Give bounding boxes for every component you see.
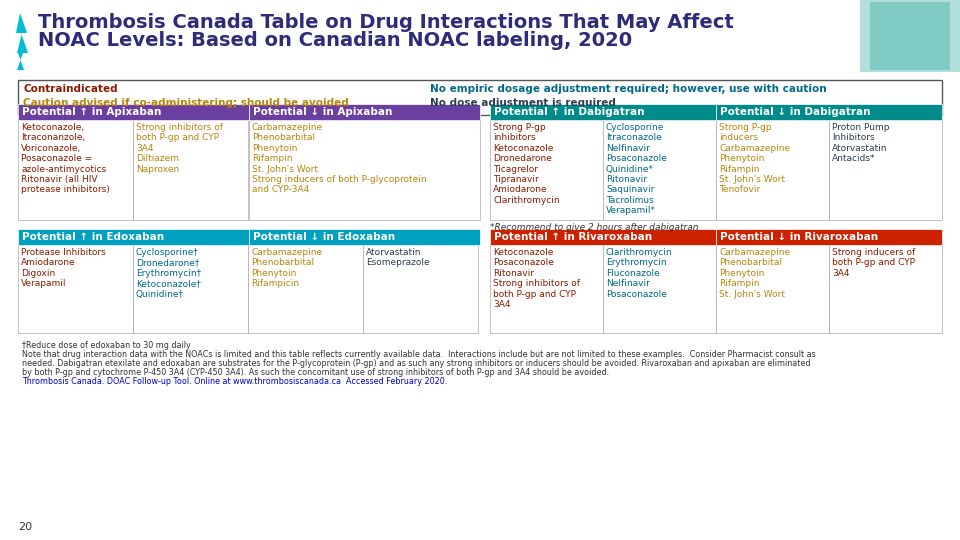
FancyBboxPatch shape <box>716 245 829 333</box>
Text: Thrombosis Canada. DOAC Follow-up Tool. Online at www.thrombosiscanada.ca  Acces: Thrombosis Canada. DOAC Follow-up Tool. … <box>22 377 447 386</box>
FancyBboxPatch shape <box>716 229 942 245</box>
Text: NOAC Levels: Based on Canadian NOAC labeling, 2020: NOAC Levels: Based on Canadian NOAC labe… <box>38 31 632 50</box>
Text: Contraindicated: Contraindicated <box>23 84 118 94</box>
FancyBboxPatch shape <box>860 0 960 72</box>
Text: Strong inhibitors of
both P-gp and CYP
3A4
Diltiazem
Naproxen: Strong inhibitors of both P-gp and CYP 3… <box>136 123 223 173</box>
Text: Carbamazepine
Phenobarbital
Phenytoin
Rifampin
St. John's Wort: Carbamazepine Phenobarbital Phenytoin Ri… <box>719 248 790 299</box>
FancyBboxPatch shape <box>829 120 942 220</box>
FancyBboxPatch shape <box>716 120 829 220</box>
Text: Cyclosporine
Itraconazole
Nelfinavir
Posaconazole
Quinidine*
Ritonavir
Saquinavi: Cyclosporine Itraconazole Nelfinavir Pos… <box>606 123 667 215</box>
Text: Note that drug interaction data with the NOACs is limited and this table reflect: Note that drug interaction data with the… <box>22 350 816 359</box>
FancyBboxPatch shape <box>490 120 603 220</box>
Text: Cyclosporine†
Dronedarone†
Erythromycin†
Ketoconazole†
Quinidine†: Cyclosporine† Dronedarone† Erythromycin†… <box>136 248 202 299</box>
Text: needed. Dabigatran etexilate and edoxaban are substrates for the P-glycoprotein : needed. Dabigatran etexilate and edoxaba… <box>22 359 810 368</box>
FancyBboxPatch shape <box>18 120 133 220</box>
FancyBboxPatch shape <box>249 229 480 245</box>
FancyBboxPatch shape <box>18 80 942 115</box>
Text: Potential ↑ in Dabigatran: Potential ↑ in Dabigatran <box>494 107 644 117</box>
FancyBboxPatch shape <box>18 104 249 120</box>
Text: No dose adjustment is required: No dose adjustment is required <box>430 98 616 108</box>
Text: Strong P-gp
inducers
Carbamazepine
Phenytoin
Rifampin
St. John's Wort
Tenofovir: Strong P-gp inducers Carbamazepine Pheny… <box>719 123 790 194</box>
Text: No empiric dosage adjustment required; however, use with caution: No empiric dosage adjustment required; h… <box>430 84 827 94</box>
Polygon shape <box>16 13 28 70</box>
Text: Thrombosis Canada Table on Drug Interactions That May Affect: Thrombosis Canada Table on Drug Interact… <box>38 13 733 32</box>
Text: Potential ↑ in Apixaban: Potential ↑ in Apixaban <box>22 107 161 117</box>
FancyBboxPatch shape <box>490 245 603 333</box>
FancyBboxPatch shape <box>133 245 248 333</box>
Text: Protease Inhibitors
Amiodarone
Digoxin
Verapamil: Protease Inhibitors Amiodarone Digoxin V… <box>21 248 106 288</box>
Text: Strong P-gp
inhibitors
Ketoconazole
Dronedarone
Ticagrelor
Tipranavir
Amiodarone: Strong P-gp inhibitors Ketoconazole Dron… <box>493 123 560 205</box>
Text: Carbamazepine
Phenobarbital
Phenytoin
Rifampin
St. John's Wort
Strong inducers o: Carbamazepine Phenobarbital Phenytoin Ri… <box>252 123 426 194</box>
Text: Potential ↑ in Edoxaban: Potential ↑ in Edoxaban <box>22 232 164 242</box>
Text: Potential ↓ in Dabigatran: Potential ↓ in Dabigatran <box>720 107 871 117</box>
FancyBboxPatch shape <box>490 229 716 245</box>
Text: Carbamazepine
Phenobarbital
Phenytoin
Rifampicin: Carbamazepine Phenobarbital Phenytoin Ri… <box>251 248 323 288</box>
FancyBboxPatch shape <box>363 245 478 333</box>
Text: Potential ↓ in Apixaban: Potential ↓ in Apixaban <box>253 107 393 117</box>
Text: Proton Pump
Inhibitors
Atorvastatin
Antacids*: Proton Pump Inhibitors Atorvastatin Anta… <box>832 123 890 163</box>
FancyBboxPatch shape <box>603 245 716 333</box>
Text: by both P-gp and cytochrome P-450 3A4 (CYP-450 3A4). As such the concomitant use: by both P-gp and cytochrome P-450 3A4 (C… <box>22 368 610 377</box>
FancyBboxPatch shape <box>603 120 716 220</box>
FancyBboxPatch shape <box>18 245 133 333</box>
FancyBboxPatch shape <box>716 104 942 120</box>
FancyBboxPatch shape <box>870 2 950 70</box>
Text: Caution advised if co-administering; should be avoided: Caution advised if co-administering; sho… <box>23 98 348 108</box>
Text: Potential ↑ in Rivaroxaban: Potential ↑ in Rivaroxaban <box>494 232 652 242</box>
Text: Potential ↓ in Edoxaban: Potential ↓ in Edoxaban <box>253 232 396 242</box>
Text: Clarithromycin
Erythromycin
Fluconazole
Nelfinavir
Posaconazole: Clarithromycin Erythromycin Fluconazole … <box>606 248 673 299</box>
FancyBboxPatch shape <box>249 120 480 220</box>
Text: *Recommend to give 2 hours after dabigatran: *Recommend to give 2 hours after dabigat… <box>490 223 699 232</box>
Text: Ritonavir (all HIV
protease inhibitors): Ritonavir (all HIV protease inhibitors) <box>21 175 109 194</box>
Text: Strong inducers of
both P-gp and CYP
3A4: Strong inducers of both P-gp and CYP 3A4 <box>832 248 915 278</box>
FancyBboxPatch shape <box>248 245 363 333</box>
Text: Ketoconazole
Posaconazole
Ritonavir
Strong inhibitors of
both P-gp and CYP
3A4: Ketoconazole Posaconazole Ritonavir Stro… <box>493 248 580 309</box>
FancyBboxPatch shape <box>249 104 480 120</box>
FancyBboxPatch shape <box>18 229 249 245</box>
FancyBboxPatch shape <box>490 104 716 120</box>
FancyBboxPatch shape <box>829 245 942 333</box>
Text: Atorvastatin
Esomeprazole: Atorvastatin Esomeprazole <box>366 248 430 267</box>
Text: 20: 20 <box>18 522 32 532</box>
Text: †Reduce dose of edoxaban to 30 mg daily: †Reduce dose of edoxaban to 30 mg daily <box>22 341 191 350</box>
Text: Potential ↓ in Rivaroxaban: Potential ↓ in Rivaroxaban <box>720 232 878 242</box>
FancyBboxPatch shape <box>133 120 248 220</box>
Text: Ketoconazole,
Itraconanzole,
Voriconazole,
Posaconazole =
azole-antimycotics: Ketoconazole, Itraconanzole, Voriconazol… <box>21 123 107 173</box>
